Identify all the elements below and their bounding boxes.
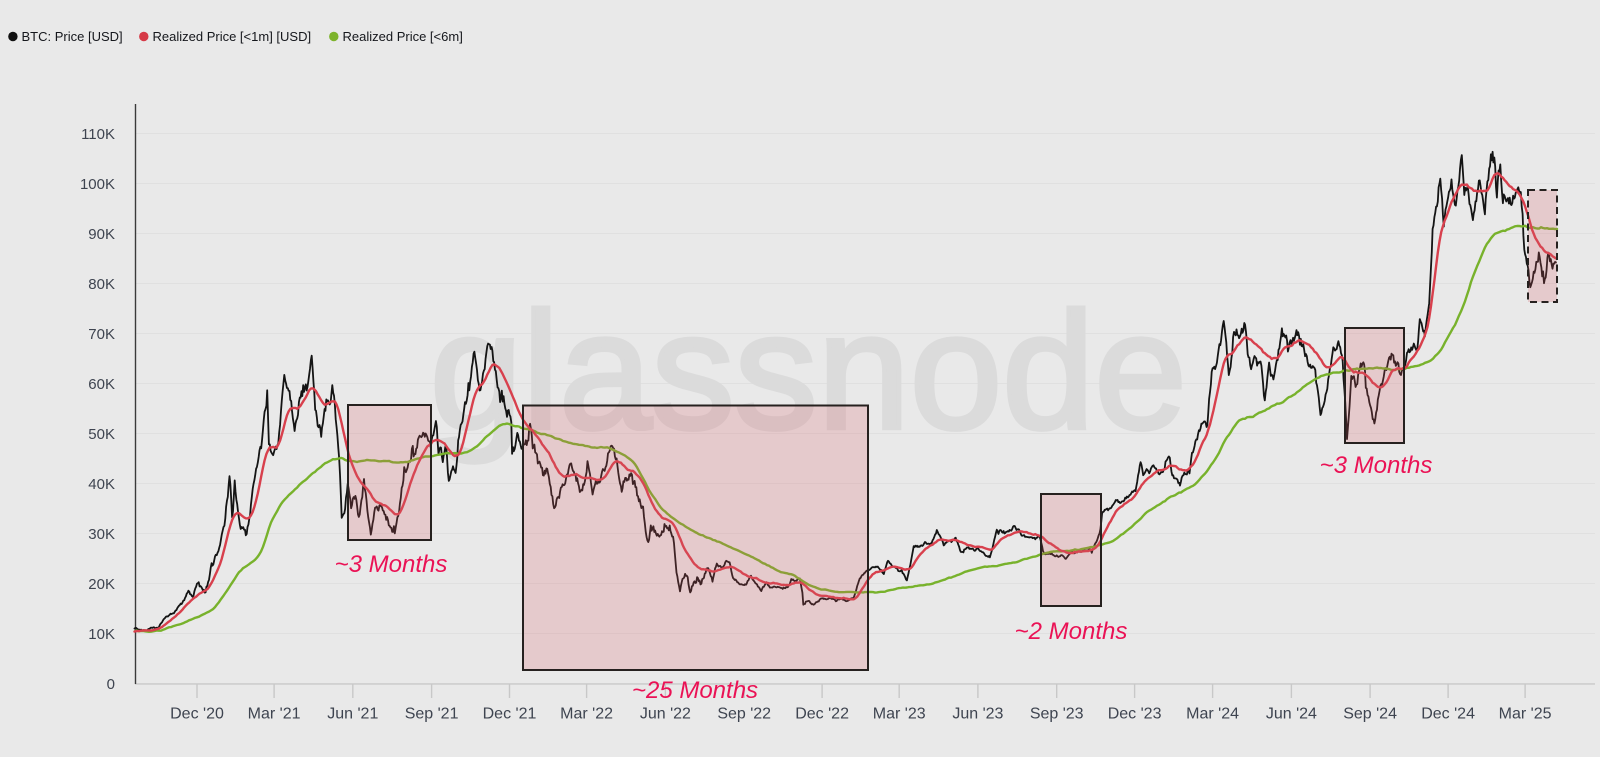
svg-text:60K: 60K xyxy=(88,376,115,393)
svg-text:80K: 80K xyxy=(88,276,115,293)
svg-text:Jun '21: Jun '21 xyxy=(327,706,378,723)
svg-text:Dec '21: Dec '21 xyxy=(483,706,537,723)
svg-text:~25 Months: ~25 Months xyxy=(632,677,758,704)
svg-text:Jun '23: Jun '23 xyxy=(952,706,1003,723)
svg-text:50K: 50K xyxy=(88,426,115,443)
svg-text:0: 0 xyxy=(107,676,115,693)
svg-text:Mar '23: Mar '23 xyxy=(873,706,926,723)
svg-text:Mar '25: Mar '25 xyxy=(1499,706,1552,723)
svg-text:30K: 30K xyxy=(88,526,115,543)
svg-text:Sep '24: Sep '24 xyxy=(1343,706,1397,723)
svg-text:Jun '24: Jun '24 xyxy=(1266,706,1317,723)
svg-text:70K: 70K xyxy=(88,326,115,343)
svg-text:Jun '22: Jun '22 xyxy=(640,706,691,723)
svg-text:glassnode: glassnode xyxy=(430,279,1187,464)
svg-text:~2 Months: ~2 Months xyxy=(1015,618,1128,645)
svg-text:~3 Months: ~3 Months xyxy=(1320,452,1433,479)
svg-text:BTC: Price [USD]: BTC: Price [USD] xyxy=(22,29,123,44)
svg-text:Realized Price [<1m] [USD]: Realized Price [<1m] [USD] xyxy=(153,29,312,44)
svg-text:110K: 110K xyxy=(81,126,115,143)
svg-text:Mar '21: Mar '21 xyxy=(248,706,301,723)
svg-text:Dec '20: Dec '20 xyxy=(170,706,224,723)
svg-text:Sep '21: Sep '21 xyxy=(405,706,459,723)
svg-text:90K: 90K xyxy=(88,226,115,243)
svg-text:40K: 40K xyxy=(88,476,115,493)
svg-text:20K: 20K xyxy=(88,576,115,593)
svg-text:Sep '23: Sep '23 xyxy=(1030,706,1084,723)
svg-text:10K: 10K xyxy=(88,626,115,643)
svg-text:Dec '23: Dec '23 xyxy=(1108,706,1162,723)
svg-text:Mar '24: Mar '24 xyxy=(1186,706,1239,723)
svg-text:Dec '22: Dec '22 xyxy=(795,706,849,723)
svg-text:Dec '24: Dec '24 xyxy=(1421,706,1475,723)
svg-text:~3 Months: ~3 Months xyxy=(335,551,448,578)
svg-text:Mar '22: Mar '22 xyxy=(560,706,613,723)
svg-text:Realized Price [<6m]: Realized Price [<6m] xyxy=(343,29,463,44)
svg-text:Sep '22: Sep '22 xyxy=(717,706,771,723)
svg-text:100K: 100K xyxy=(80,176,115,193)
